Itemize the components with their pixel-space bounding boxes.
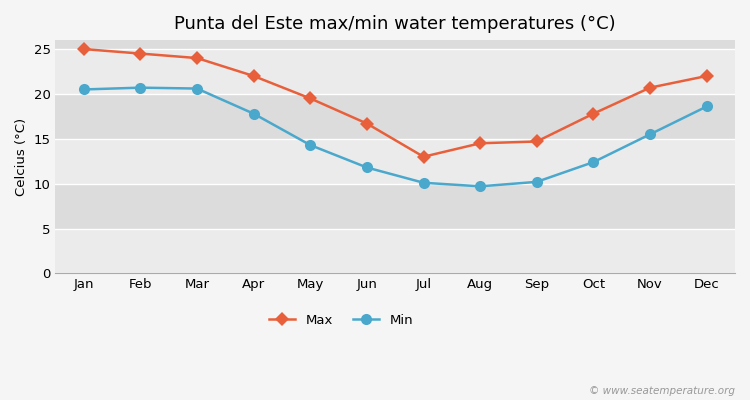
Max bbox=[419, 154, 428, 159]
Bar bbox=[56, 139, 735, 184]
Min bbox=[589, 160, 598, 164]
Legend: Max, Min: Max, Min bbox=[263, 308, 419, 332]
Line: Min: Min bbox=[78, 82, 712, 192]
Y-axis label: Celcius (°C): Celcius (°C) bbox=[15, 118, 28, 196]
Min bbox=[80, 87, 88, 92]
Bar bbox=[56, 228, 735, 273]
Min bbox=[306, 143, 315, 148]
Max bbox=[306, 96, 315, 101]
Max bbox=[362, 121, 371, 126]
Min bbox=[362, 165, 371, 170]
Min bbox=[419, 180, 428, 185]
Min bbox=[532, 180, 542, 184]
Bar bbox=[56, 184, 735, 228]
Max bbox=[193, 56, 202, 60]
Min bbox=[136, 85, 145, 90]
Text: © www.seatemperature.org: © www.seatemperature.org bbox=[589, 386, 735, 396]
Min bbox=[476, 184, 484, 189]
Bar bbox=[56, 40, 735, 49]
Max bbox=[702, 74, 711, 78]
Max bbox=[249, 74, 258, 78]
Line: Max: Max bbox=[79, 44, 712, 162]
Max bbox=[532, 139, 542, 144]
Max bbox=[589, 111, 598, 116]
Bar bbox=[56, 94, 735, 139]
Bar bbox=[56, 49, 735, 94]
Max bbox=[80, 47, 88, 52]
Min bbox=[646, 132, 655, 137]
Max bbox=[646, 85, 655, 90]
Max bbox=[476, 141, 484, 146]
Max bbox=[136, 51, 145, 56]
Title: Punta del Este max/min water temperatures (°C): Punta del Este max/min water temperature… bbox=[175, 15, 616, 33]
Min bbox=[193, 86, 202, 91]
Min bbox=[702, 104, 711, 109]
Min bbox=[249, 111, 258, 116]
